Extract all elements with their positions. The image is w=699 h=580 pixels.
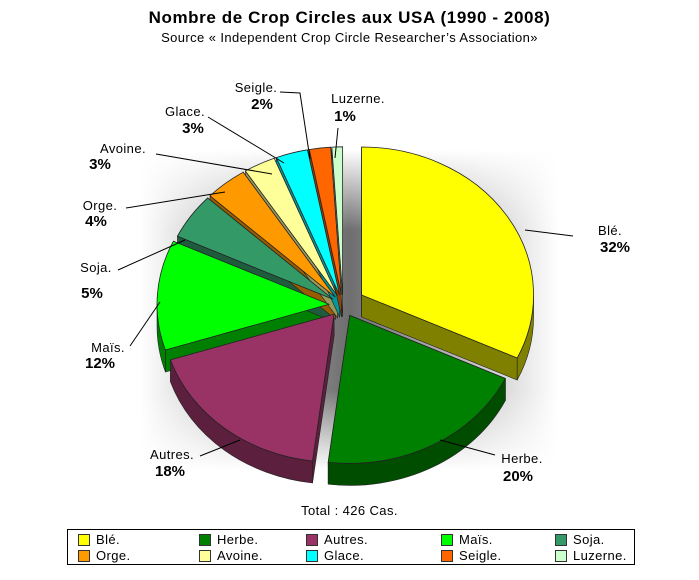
slice-percent-8: 2% xyxy=(251,96,273,113)
slice-label-8: Seigle. xyxy=(235,80,278,95)
legend-item-0: Blé. xyxy=(78,532,120,548)
slice-label-2: Autres. xyxy=(150,447,194,462)
chart-subtitle: Source « Independent Crop Circle Researc… xyxy=(161,30,538,45)
legend-label-1: Herbe. xyxy=(217,532,259,547)
slice-percent-9: 1% xyxy=(334,108,356,125)
legend-swatch-2 xyxy=(306,533,318,546)
legend-label-8: Seigle. xyxy=(459,548,502,563)
pie-slice-9 xyxy=(331,146,344,295)
legend-label-7: Glace. xyxy=(324,548,364,563)
legend-item-2: Autres. xyxy=(306,532,368,548)
pie-slice-2 xyxy=(169,313,335,462)
leader-line-0 xyxy=(524,229,574,237)
legend-swatch-9 xyxy=(555,549,567,562)
slice-label-7: Glace. xyxy=(165,104,205,119)
leader-line-4 xyxy=(117,239,186,271)
legend-item-4: Soja. xyxy=(555,532,605,548)
leader-line-3 xyxy=(129,301,161,347)
slice-label-5: Orge. xyxy=(83,198,118,213)
legend-item-6: Avoine. xyxy=(199,548,263,564)
slice-labels: Blé.32% Herbe. 20% Autres.18% Maïs.12% Soja. 5… xyxy=(80,80,630,485)
slice-percent-6: 3% xyxy=(89,156,111,173)
slice-percent-3: 12% xyxy=(85,355,115,372)
legend-item-5: Orge. xyxy=(78,548,131,564)
pie-slice-8 xyxy=(308,146,342,295)
legend-label-3: Maïs. xyxy=(459,532,493,547)
slice-percent-7: 3% xyxy=(182,120,204,137)
leader-line-2 xyxy=(199,439,241,457)
legend-item-8: Seigle. xyxy=(441,548,502,564)
legend-item-7: Glace. xyxy=(306,548,364,564)
legend-swatch-4 xyxy=(555,533,567,546)
pie-chart: Blé.32% Herbe. 20% Autres.18% Maïs.12% Soja. 5… xyxy=(80,80,630,486)
legend-label-2: Autres. xyxy=(324,532,368,547)
slice-percent-5: 4% xyxy=(85,213,107,230)
pie-slice-7 xyxy=(275,149,341,296)
slice-label-0: Blé. xyxy=(598,223,622,238)
leader-line-6 xyxy=(155,153,273,175)
legend: Blé. Herbe. Autres. Maïs. Soja. Orge. Avoine. G… xyxy=(67,529,635,565)
leader-line-9 xyxy=(334,127,339,159)
legend-label-4: Soja. xyxy=(573,532,605,547)
slice-percent-0: 32% xyxy=(600,239,630,256)
legend-swatch-6 xyxy=(199,549,211,562)
legend-label-6: Avoine. xyxy=(217,548,263,563)
legend-label-5: Orge. xyxy=(96,548,131,563)
leader-lines xyxy=(117,91,574,457)
legend-label-9: Luzerne. xyxy=(573,548,627,563)
pie-slice-1 xyxy=(327,314,506,464)
legend-swatch-0 xyxy=(78,533,90,546)
legend-swatch-3 xyxy=(441,533,453,546)
legend-swatch-5 xyxy=(78,549,90,562)
leader-line-1 xyxy=(439,439,496,456)
slice-tops xyxy=(156,146,534,464)
chart-title: Nombre de Crop Circles aux USA (1990 - 2… xyxy=(148,8,551,27)
slice-label-1: Herbe. xyxy=(501,451,542,466)
slice-label-9: Luzerne. xyxy=(331,91,385,106)
legend-item-9: Luzerne. xyxy=(555,548,627,564)
legend-swatch-1 xyxy=(199,533,211,546)
total-label: Total : 426 Cas. xyxy=(301,503,398,518)
slice-label-3: Maïs. xyxy=(91,340,125,355)
slice-label-4: Soja. xyxy=(80,260,112,275)
leader-line-7 xyxy=(207,116,285,164)
slice-percent-4: 5% xyxy=(81,285,103,302)
legend-swatch-8 xyxy=(441,549,453,562)
slice-percent-1: 20% xyxy=(503,468,533,485)
legend-item-1: Herbe. xyxy=(199,532,258,548)
slice-percent-2: 18% xyxy=(155,463,185,480)
leader-line-5 xyxy=(125,191,226,209)
legend-item-3: Maïs. xyxy=(441,532,493,548)
leader-line-8 xyxy=(279,91,311,160)
pie-slice-6 xyxy=(244,157,338,297)
pie-slice-0 xyxy=(361,146,534,359)
slice-label-6: Avoine. xyxy=(100,141,146,156)
pie-slice-5 xyxy=(209,171,336,298)
legend-label-0: Blé. xyxy=(96,532,121,547)
pie-slice-4 xyxy=(176,197,334,300)
legend-swatch-7 xyxy=(306,549,318,562)
